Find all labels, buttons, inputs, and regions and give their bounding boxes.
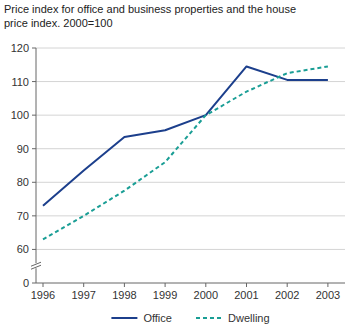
x-tick [246,283,247,287]
y-tick [32,81,36,82]
series-line [43,66,328,239]
y-tick-label: 100 [11,109,29,121]
axis-break [31,265,41,269]
x-tick [287,283,288,287]
legend-item: Dwelling [196,312,270,324]
legend-item: Office [111,312,172,324]
x-tick-label: 2003 [316,289,340,301]
legend-label: Office [143,312,172,324]
y-tick-label: 80 [17,176,29,188]
x-tick [43,283,44,287]
y-axis [36,48,37,283]
axis-break-gap [31,263,41,268]
x-tick [124,283,125,287]
grid-line [36,148,345,149]
x-tick-label: 1997 [71,289,95,301]
x-tick [83,283,84,287]
y-tick-label: 60 [17,243,29,255]
y-tick [32,115,36,116]
y-tick-label: 90 [17,143,29,155]
chart: 0 60 70 80 90 100 110 120 1996 1997 1998 1999 2000 20… [0,0,356,331]
legend-swatch [111,317,137,319]
y-tick-label: 70 [17,210,29,222]
grid-line [36,182,345,183]
x-tick-label: 1999 [153,289,177,301]
x-tick [327,283,328,287]
grid-line [36,48,345,49]
x-tick-label: 2000 [194,289,218,301]
x-tick-label: 1998 [112,289,136,301]
x-tick-label: 2002 [275,289,299,301]
grid-line [36,81,345,82]
x-tick-label: 1996 [31,289,55,301]
x-tick-label: 2001 [234,289,258,301]
x-tick [165,283,166,287]
y-tick [32,182,36,183]
legend-label: Dwelling [228,312,270,324]
x-axis [36,283,345,284]
x-tick [205,283,206,287]
y-tick [32,283,36,284]
y-tick [32,148,36,149]
y-tick [32,215,36,216]
grid-line [36,249,345,250]
y-tick-label: 0 [23,277,29,289]
y-tick [32,48,36,49]
series-line [43,66,328,205]
title: Price index for office and business prop… [4,2,304,30]
grid-line [36,115,345,116]
y-tick-label: 110 [11,76,29,88]
plot-area [43,66,328,239]
y-tick-label: 120 [11,42,29,54]
legend-swatch [196,317,222,319]
y-tick [32,249,36,250]
